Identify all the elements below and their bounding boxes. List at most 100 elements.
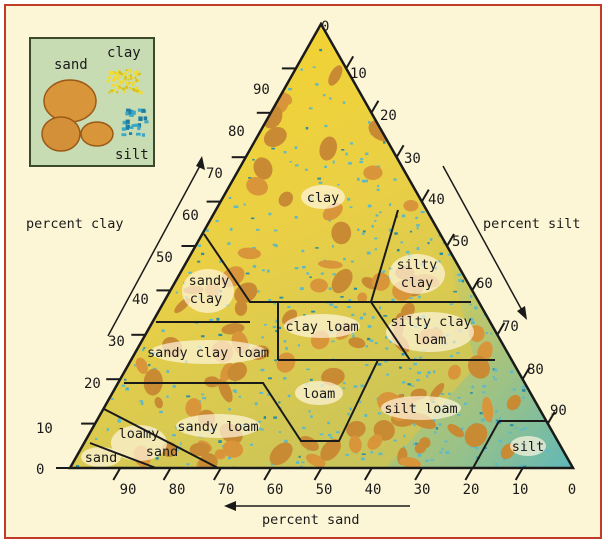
silt-speck: [272, 325, 277, 329]
region-silty-clay-loam-line2: loam: [414, 332, 447, 348]
region-labels: clay silty clay sandy clay clay loam sil…: [85, 190, 545, 466]
silt-speck: [350, 142, 353, 145]
sand-grain: [204, 376, 220, 388]
region-clay-loam: clay loam: [285, 319, 358, 335]
silt-speck: [471, 321, 475, 325]
silt-speck: [411, 384, 415, 387]
silt-speck: [382, 270, 386, 273]
region-sand: sand: [85, 450, 118, 466]
silt-speck: [317, 177, 322, 180]
silt-speck: [227, 456, 232, 460]
silt-speck: [148, 363, 151, 367]
silt-speck: [232, 389, 237, 393]
silt-speck: [439, 451, 443, 454]
silt-speck: [303, 314, 306, 317]
sand-grain: [299, 436, 319, 451]
silt-speck: [215, 219, 219, 223]
sand-grain: [227, 362, 247, 382]
silt-speck: [263, 416, 267, 420]
silt-speck: [413, 442, 417, 446]
silt-speck: [310, 415, 313, 418]
silt-speck: [250, 217, 255, 220]
silt-speck: [332, 273, 336, 276]
region-silty-clay-line2: clay: [401, 275, 434, 291]
silt-speck: [179, 442, 182, 445]
sand-grain: [319, 136, 338, 161]
sand-grain: [367, 434, 383, 450]
silt-speck: [283, 377, 287, 380]
sand-grain: [189, 442, 211, 457]
class-boundaries: [89, 209, 546, 469]
sand-grain: [234, 300, 248, 316]
silt-speck: [371, 316, 375, 319]
silt-speck: [298, 455, 301, 458]
region-silt-loam: silt loam: [384, 401, 457, 417]
silt-speck: [219, 260, 222, 263]
sand-tick-label: 60: [267, 482, 284, 498]
silt-speck: [186, 395, 191, 398]
silt-speck: [388, 228, 393, 232]
sand-grain: [263, 127, 287, 148]
silt-speck: [345, 453, 350, 456]
silt-particle: [128, 109, 134, 115]
silt-speck: [515, 427, 518, 429]
sand-grain: [269, 442, 293, 466]
silt-speck: [285, 347, 288, 350]
silt-speck: [117, 419, 122, 423]
silt-speck: [406, 250, 410, 254]
silt-speck: [368, 120, 371, 124]
silt-particle: [144, 120, 149, 124]
silt-speck: [371, 224, 374, 228]
silt-speck: [294, 216, 298, 219]
silt-speck: [287, 394, 291, 398]
silt-speck: [283, 340, 287, 343]
silt-speck: [350, 260, 354, 263]
silt-speck: [432, 370, 436, 374]
silt-speck: [523, 427, 527, 430]
sand-grain: [321, 367, 345, 386]
silt-particle: [125, 110, 129, 115]
silt-speck: [322, 94, 326, 97]
label-glow: [510, 436, 546, 456]
clay-particle: [124, 75, 127, 79]
silt-speck: [490, 332, 493, 335]
silt-speck: [349, 407, 352, 411]
legend-clay-label: clay: [107, 45, 141, 61]
silt-tick: [496, 322, 506, 336]
silt-speck: [453, 290, 458, 293]
silt-speck: [172, 434, 176, 437]
sand-grain: [348, 435, 362, 454]
clay-particle: [117, 78, 120, 81]
silt-speck: [278, 401, 281, 404]
clay-particle: [113, 89, 116, 92]
silt-speck: [166, 395, 169, 398]
clay-tick-label: 30: [108, 334, 125, 350]
silt-speck: [396, 248, 400, 252]
loamy-sand-boundary: [103, 408, 219, 469]
clay-particle: [134, 76, 137, 80]
silt-speck: [309, 276, 312, 278]
label-glow: [284, 314, 360, 338]
silt-speck: [304, 168, 308, 171]
sand-grain: [218, 378, 233, 403]
silt-speck: [457, 396, 461, 399]
silt-speck: [166, 370, 170, 373]
silt-speck: [401, 352, 404, 356]
clay-particle: [116, 73, 120, 77]
silt-speck: [252, 265, 257, 268]
sand-axis-labels: 90 80 70 60 50 40 30 20 10 0: [120, 482, 577, 498]
silt-speck: [340, 295, 344, 298]
silt-axis-arrow: [442, 165, 525, 315]
silt-speck: [206, 229, 209, 232]
silt-speck: [400, 241, 404, 244]
silt-speck: [297, 344, 300, 347]
silt-speck: [484, 447, 487, 450]
silt-speck: [362, 230, 366, 233]
silt-speck: [250, 443, 254, 446]
silt-speck: [124, 378, 127, 381]
silt-speck: [301, 461, 305, 464]
sand-grain: [276, 352, 296, 373]
silt-particle: [137, 123, 142, 128]
silt-speck: [385, 336, 388, 339]
sand-grain: [403, 199, 419, 212]
